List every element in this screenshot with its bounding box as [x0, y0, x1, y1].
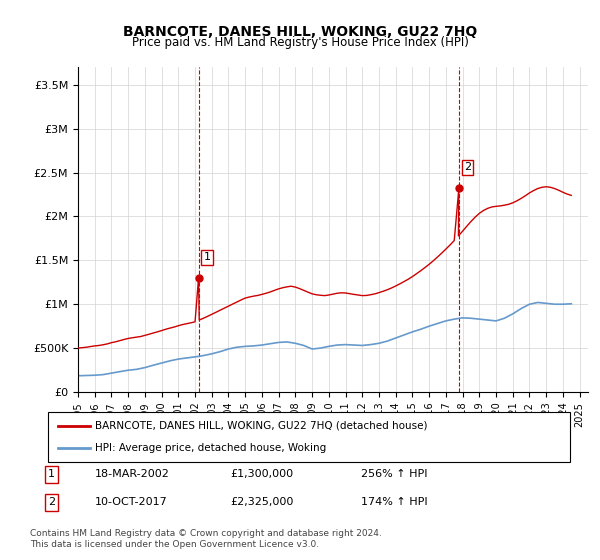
Text: £2,325,000: £2,325,000	[230, 497, 294, 507]
Text: Price paid vs. HM Land Registry's House Price Index (HPI): Price paid vs. HM Land Registry's House …	[131, 36, 469, 49]
Text: 1: 1	[203, 253, 211, 262]
Text: HPI: Average price, detached house, Woking: HPI: Average price, detached house, Woki…	[95, 443, 326, 453]
FancyBboxPatch shape	[48, 412, 570, 462]
Text: 256% ↑ HPI: 256% ↑ HPI	[361, 469, 428, 479]
Text: BARNCOTE, DANES HILL, WOKING, GU22 7HQ: BARNCOTE, DANES HILL, WOKING, GU22 7HQ	[123, 25, 477, 39]
Text: 1: 1	[48, 469, 55, 479]
Text: 18-MAR-2002: 18-MAR-2002	[95, 469, 170, 479]
Text: 174% ↑ HPI: 174% ↑ HPI	[361, 497, 428, 507]
Text: £1,300,000: £1,300,000	[230, 469, 294, 479]
Text: Contains HM Land Registry data © Crown copyright and database right 2024.
This d: Contains HM Land Registry data © Crown c…	[30, 529, 382, 549]
Text: 2: 2	[48, 497, 55, 507]
Text: 2: 2	[464, 162, 471, 172]
Text: 10-OCT-2017: 10-OCT-2017	[95, 497, 168, 507]
Text: BARNCOTE, DANES HILL, WOKING, GU22 7HQ (detached house): BARNCOTE, DANES HILL, WOKING, GU22 7HQ (…	[95, 421, 427, 431]
